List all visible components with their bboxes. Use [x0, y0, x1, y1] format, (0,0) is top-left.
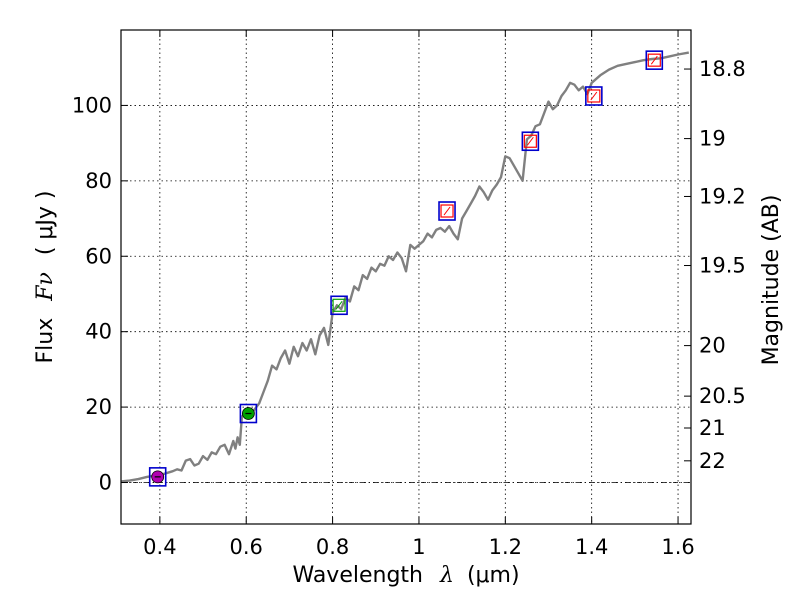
x-tick-label: 1.4 [575, 535, 608, 559]
y-tick-label: 60 [85, 244, 112, 268]
mag-tick-label: 19 [699, 127, 726, 151]
y-tick-label: 0 [99, 471, 112, 495]
model-flux-box [330, 295, 348, 316]
grid-layer [121, 30, 691, 524]
x-axis-label: Wavelength λ (μm) [292, 563, 519, 588]
model-flux-box [438, 201, 456, 221]
phot-point-7 [645, 50, 664, 70]
error-bar [526, 136, 534, 146]
plot-frame [120, 29, 692, 525]
sed-line [120, 51, 690, 483]
y2-axis-label: Magnitude (AB) [759, 195, 784, 366]
observed-flux-marker [440, 204, 454, 218]
observed-flux-marker [647, 53, 661, 67]
model-flux-box [585, 86, 603, 106]
mag-tick-label: 19.2 [699, 184, 746, 208]
model-flux-box [148, 467, 167, 487]
model-flux-box [239, 403, 258, 424]
error-bar [650, 55, 658, 65]
mag-tick-label: 22 [699, 449, 726, 473]
x-tick-label: 1.2 [489, 535, 522, 559]
ticks-layer: 0.4 0.6 0.8 1 1.2 1.4 1.6 0 20 40 60 80 100 18.8 19 19.… [72, 30, 746, 559]
error-bar [335, 300, 343, 310]
phot-point-5 [521, 131, 540, 152]
observed-flux-marker [523, 134, 537, 148]
model-flux-box [521, 131, 540, 152]
observed-flux-marker [587, 89, 601, 103]
x-tick-label: 0.6 [230, 535, 263, 559]
phot-point-4 [438, 201, 456, 221]
series-layer [120, 51, 690, 483]
x-tick-label: 1.6 [661, 535, 694, 559]
error-bar [590, 91, 598, 101]
model-flux-box [645, 50, 664, 70]
y-tick-label: 80 [85, 169, 112, 193]
mag-tick-label: 21 [699, 416, 726, 440]
x-tick-label: 0.4 [143, 535, 176, 559]
phot-point-1 [148, 467, 167, 487]
mag-tick-label: 20.5 [699, 384, 746, 408]
observed-flux-marker [332, 298, 346, 312]
mag-tick-label: 20 [699, 334, 726, 358]
x-tick-label: 0.8 [316, 535, 349, 559]
mag-tick-label: 18.8 [699, 57, 746, 81]
y-tick-label: 100 [72, 93, 112, 117]
mag-tick-label: 19.5 [699, 254, 746, 278]
phot-point-6 [585, 86, 603, 106]
phot-point-2 [239, 403, 258, 424]
y-axis-label: Flux Fν ( μJy ) [33, 190, 58, 363]
points-layer [148, 50, 664, 487]
y-tick-label: 20 [85, 395, 112, 419]
y-tick-label: 40 [85, 320, 112, 344]
error-bar [443, 206, 451, 216]
x-tick-label: 1 [412, 535, 425, 559]
phot-point-3 [330, 295, 348, 316]
